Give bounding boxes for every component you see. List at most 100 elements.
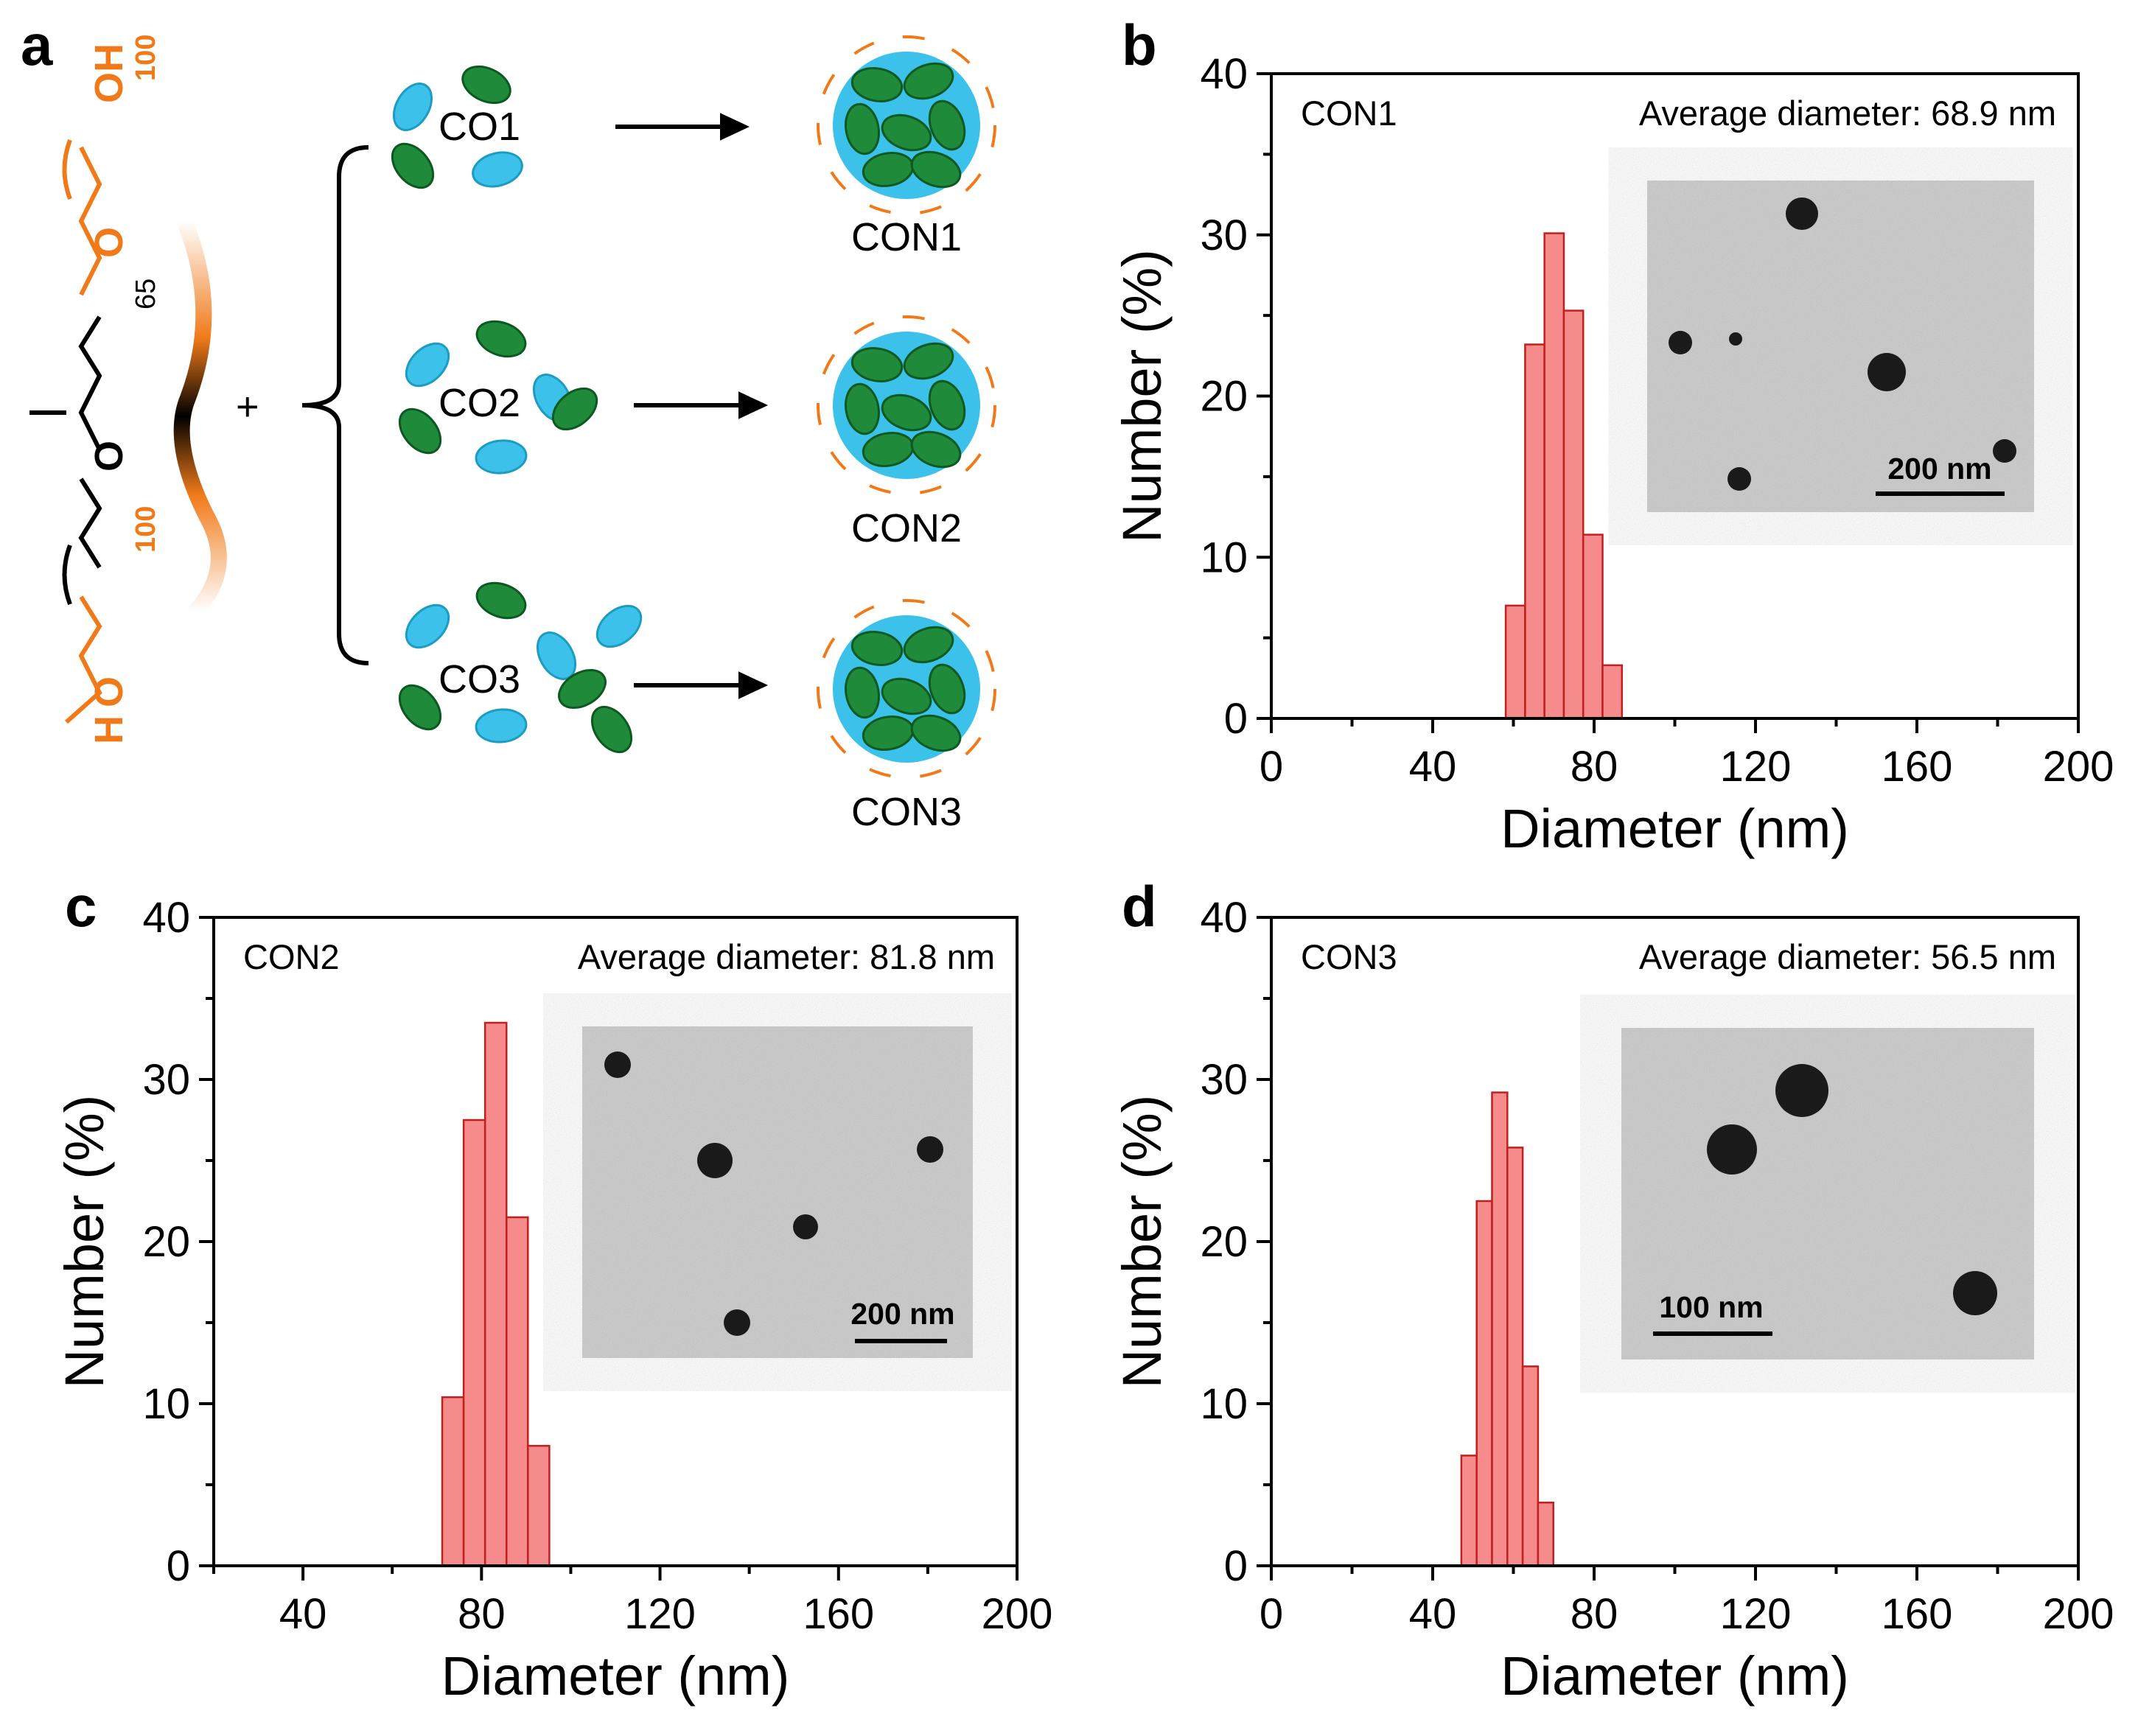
x-tick-label: 80 [458,1590,506,1638]
y-tick-label: 20 [142,1218,190,1266]
y-tick-label: 0 [1224,1542,1248,1590]
scale-bar-label: 200 nm [850,1297,954,1331]
sample-name: CON1 [1301,94,1397,133]
reaction-arrows [615,113,769,699]
x-tick-label: 200 [2043,743,2114,791]
peo-repeat-bottom: 100 [130,506,161,553]
tem-grain [582,1026,973,1358]
histogram-bar [441,1396,465,1567]
x-tick-label: 200 [982,1590,1053,1638]
x-axis-label: Diameter (nm) [1501,1645,1849,1707]
oh-label: OH [87,43,131,103]
h-label: H [87,715,131,744]
x-tick-label: 0 [1260,743,1283,791]
polymer-bonds [29,139,102,724]
tem-inset-image: 200 nm [582,1026,973,1358]
o-label-right: O [87,227,131,258]
scale-bar-label: 200 nm [1887,452,1991,486]
x-tick-label: 80 [1571,1590,1618,1638]
tem-particle [1993,439,2016,463]
o-label-center: O [87,441,131,472]
tem-particle [1729,332,1742,346]
histogram-con3: 100 nm 0 40 80 120 160 200 0 10 20 30 40 Diameter (n… [1111,894,2114,1707]
tem-particle [793,1214,818,1239]
x-tick-label: 120 [624,1590,696,1638]
y-tick-label: 30 [1200,211,1248,259]
ppo-repeat: 65 [130,279,161,309]
x-tick-label: 0 [1260,1590,1283,1638]
x-tick-label: 200 [2043,1590,2114,1638]
histogram-bar [1460,1455,1478,1567]
histogram-bar [1582,533,1604,720]
co3-label: CO3 [439,657,520,701]
sample-name: CON3 [1301,937,1397,976]
tem-particle [697,1143,733,1178]
y-axis-label: Number (%) [1111,1095,1173,1389]
curly-brace [301,145,369,665]
x-axis-label: Diameter (nm) [441,1645,790,1707]
y-tick-label: 40 [1200,894,1248,942]
x-axis-label: Diameter (nm) [1501,798,1849,859]
x-tick-label: 120 [1720,743,1792,791]
y-axis-label: Number (%) [1111,249,1173,543]
x-tick-label: 40 [1409,1590,1457,1638]
tem-particle [1669,331,1692,354]
tem-grain [1647,181,2034,512]
co2-label: CO2 [439,381,520,425]
co1-label: CO1 [439,105,520,149]
average-diameter-annotation: Average diameter: 68.9 nm [1639,94,2056,133]
histogram-bar [527,1444,551,1567]
tem-particle [1868,353,1906,391]
histogram-bar [1524,343,1545,720]
tem-particle [1786,197,1818,230]
con1-scheme-label: CON1 [851,215,962,259]
x-tick-label: 40 [279,1590,327,1638]
y-axis-label: Number (%) [54,1095,115,1389]
panel-a-scheme: a OH 100 H O 100 O O 65 + [21,13,996,834]
histogram-con2: 200 nm 40 80 120 160 200 0 10 20 30 40 Diameter (nm… [54,894,1052,1707]
histogram-bar [1491,1091,1509,1567]
average-diameter-annotation: Average diameter: 56.5 nm [1639,937,2056,976]
block-copolymer-strand [173,213,227,620]
y-tick-label: 40 [1200,50,1248,98]
y-tick-label: 10 [142,1380,190,1428]
y-tick-label: 10 [1200,1380,1248,1428]
con3-scheme-label: CON3 [851,790,962,834]
panel-label-c: c [65,874,97,939]
histogram-con1: 200 nm 0 40 80 120 160 200 0 10 20 30 40 Diameter (n… [1111,50,2114,859]
panel-label-d: d [1122,874,1157,939]
x-tick-label: 160 [1882,743,1953,791]
y-tick-label: 20 [1200,373,1248,421]
x-tick-label: 80 [1571,743,1618,791]
histogram-bar [505,1216,529,1567]
polymer-structure: OH 100 H O 100 O O 65 [87,35,161,744]
x-tick-label: 160 [803,1590,874,1638]
y-tick-label: 30 [1200,1056,1248,1104]
histogram-bar [1506,1147,1524,1567]
histogram-bar [483,1021,508,1567]
histogram-bar [1543,232,1565,720]
con1-nanoparticle [817,35,996,215]
panel-label-a: a [21,13,53,77]
x-tick-label: 40 [1409,743,1457,791]
y-tick-label: 0 [167,1542,190,1590]
scale-bar-label: 100 nm [1659,1290,1763,1324]
x-tick-label: 120 [1720,1590,1792,1638]
y-tick-label: 20 [1200,1218,1248,1266]
histogram-bar [1475,1200,1493,1567]
tem-particle [724,1309,750,1336]
histogram-bar [1521,1365,1540,1567]
con3-nanoparticle [817,599,996,779]
x-tick-label: 160 [1882,1590,1953,1638]
y-tick-label: 30 [142,1056,190,1104]
tem-particle [1727,467,1751,491]
tem-inset-image: 100 nm [1621,1028,2034,1359]
con2-scheme-label: CON2 [851,506,962,550]
histogram-bar [1504,604,1526,720]
tem-particle [1707,1124,1757,1175]
tem-inset-image: 200 nm [1647,181,2034,512]
tem-particle [917,1136,943,1163]
histogram-bar [1601,664,1624,720]
y-tick-label: 40 [142,894,190,942]
